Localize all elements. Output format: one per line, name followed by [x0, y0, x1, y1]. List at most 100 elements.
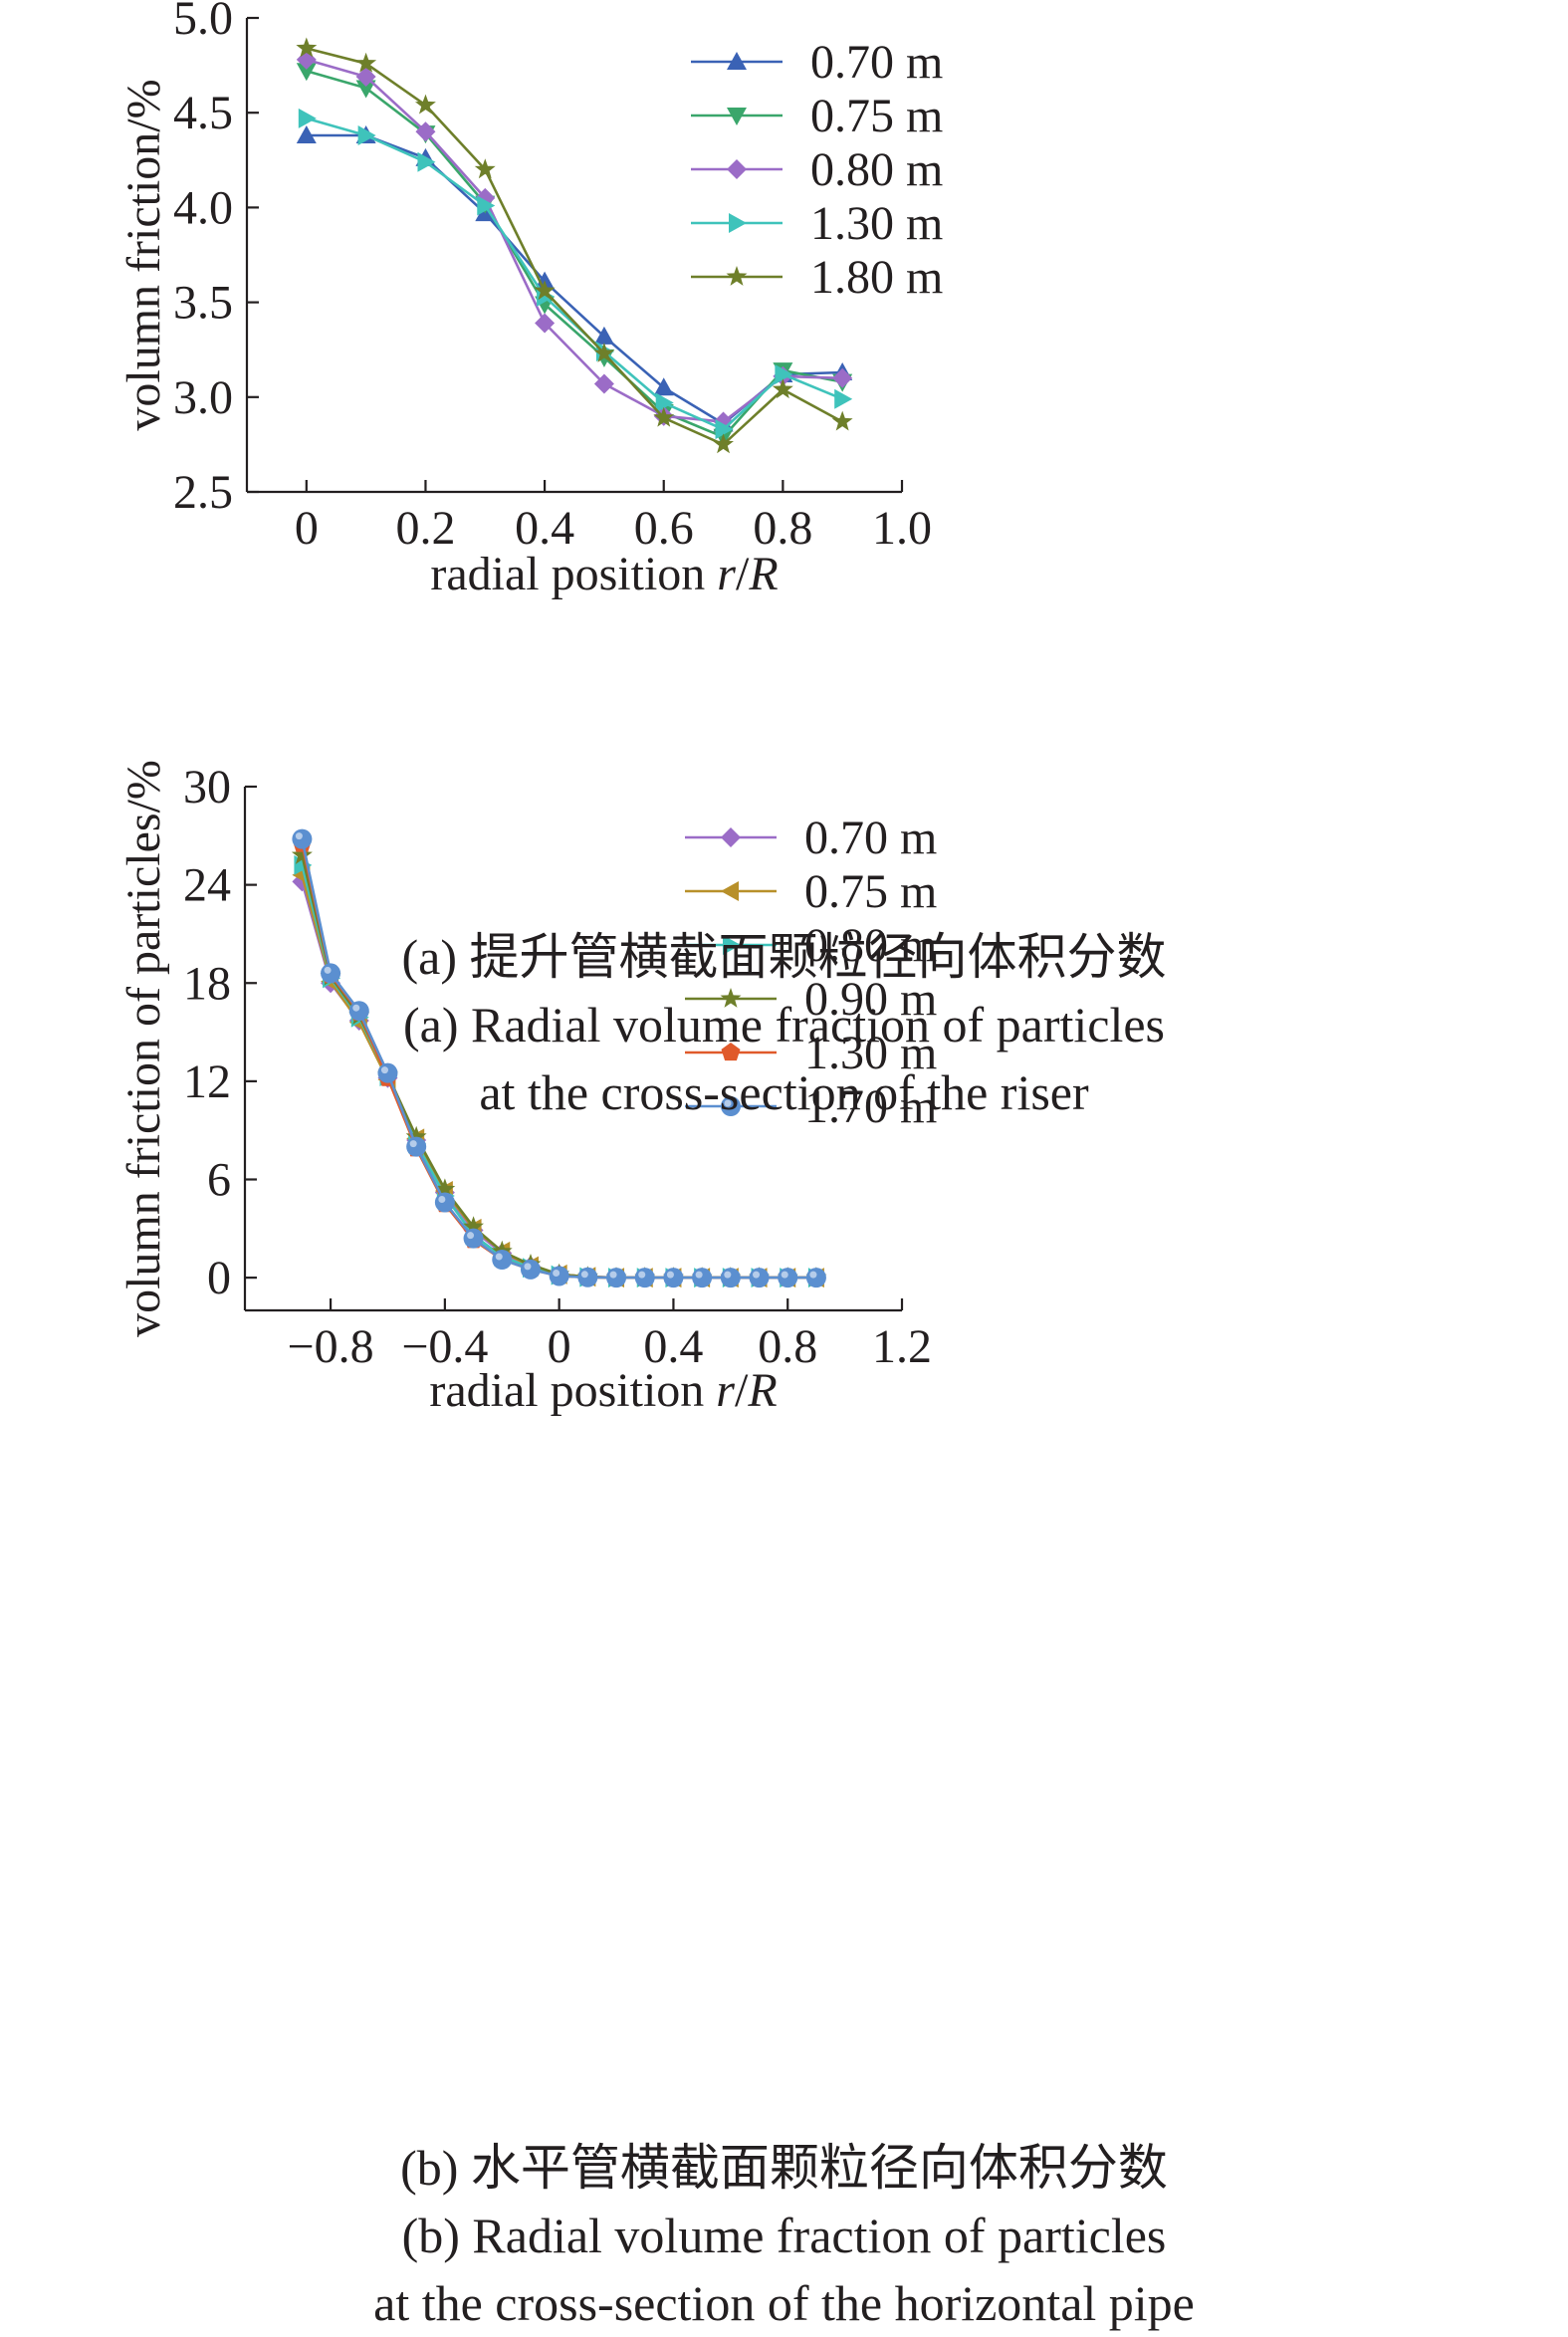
chart-a-y-tick-label: 3.5 — [173, 277, 233, 330]
chart-b-legend-label: 1.70 m — [804, 1080, 937, 1133]
chart-a-y-tick-label: 2.5 — [173, 466, 233, 519]
chart-a-data-point — [593, 326, 614, 345]
chart-b-legend-item: 0.70 m — [685, 812, 937, 864]
chart-a-x-axis-title-sep: / — [736, 548, 750, 600]
chart-a-x-axis-title-text: radial position — [430, 548, 717, 600]
chart-b-series-5 — [292, 828, 826, 1288]
chart-a-data-point — [834, 388, 853, 409]
chart-b-legend-label: 0.75 m — [804, 865, 937, 918]
chart-b-data-point-highlight — [724, 1271, 732, 1279]
chart-a-data-point — [355, 67, 376, 88]
chart-b-x-axis-title-var2: R — [747, 1364, 777, 1417]
chart-a-data-point — [832, 367, 853, 388]
chart-a-legend-label: 0.70 m — [810, 36, 943, 89]
chart-b-data-point-highlight — [352, 1004, 360, 1012]
chart-b-legend-item: 0.80 m — [685, 919, 937, 972]
chart-a-legend-marker — [726, 266, 748, 286]
chart-a-data-point — [355, 80, 376, 99]
chart-b-x-tick-label: −0.8 — [288, 1320, 374, 1373]
chart-b-data-point — [778, 1268, 798, 1288]
chart-b-y-tick-label: 6 — [207, 1154, 231, 1207]
chart-a-data-point — [534, 280, 556, 301]
chart-a-data-point — [415, 94, 436, 115]
caption-a-english-line-1: (a) Radial volume fraction of particles — [403, 997, 1165, 1052]
chart-a-series-line — [306, 117, 843, 431]
chart-b-legend-marker — [721, 881, 739, 901]
chart-b-data-point-highlight — [781, 1271, 788, 1279]
chart-b-legend-label: 0.80 m — [804, 919, 937, 972]
chart-a-y-tick-label: 5.0 — [173, 0, 233, 45]
caption-b-english-line-1: (b) Radial volume fraction of particles — [401, 2208, 1167, 2263]
chart-a-data-point — [296, 63, 317, 82]
chart-b-y-tick-label: 24 — [183, 859, 231, 912]
chart-a-series-line — [306, 47, 843, 446]
chart-a-data-point — [653, 377, 674, 396]
chart-b-data-point-highlight — [666, 1271, 674, 1279]
chart-a-x-tick-label: 0 — [295, 502, 319, 555]
chart-b-x-tick-label: 0.4 — [643, 1320, 703, 1373]
chart-b-data-point-highlight — [580, 1271, 588, 1279]
chart-b-x-axis-title-var: r — [716, 1364, 735, 1417]
chart-b-data-point — [434, 1192, 455, 1213]
chart-b-data-point — [577, 1267, 598, 1287]
chart-b-data-point-highlight — [609, 1271, 617, 1279]
chart-a-legend-marker — [729, 213, 747, 233]
chart-b-y-tick-label: 18 — [183, 957, 231, 1010]
chart-a-series-4 — [296, 37, 853, 454]
chart-b-data-point — [606, 1268, 627, 1288]
chart-a-data-point — [535, 313, 556, 334]
chart-a-x-tick-label: 0.6 — [634, 502, 694, 555]
chart-b-data-point — [720, 1268, 741, 1288]
chart-b-data-point-highlight — [295, 832, 303, 840]
chart-b-horizontal-pipe: 0 6 12 18 24 30 −0.8 −0.4 0 0.4 0.8 1.2 radial posit… — [117, 760, 937, 1417]
chart-a-x-tick-label: 0.4 — [515, 502, 574, 555]
chart-b-legend-item: 0.90 m — [685, 973, 937, 1026]
chart-b-data-point — [634, 1268, 655, 1288]
chart-b-data-point — [463, 1216, 484, 1237]
chart-a-legend-label: 1.80 m — [810, 251, 943, 304]
chart-b-data-point-highlight — [553, 1269, 560, 1277]
chart-b-y-tick-label: 12 — [183, 1055, 231, 1108]
chart-a-data-point — [715, 419, 734, 440]
chart-b-data-point-highlight — [753, 1271, 761, 1279]
chart-a-data-point — [653, 406, 675, 427]
chart-b-data-point — [549, 1266, 569, 1286]
chart-b-x-tick-label: −0.4 — [401, 1320, 488, 1373]
chart-a-x-tick-label: 0.8 — [753, 502, 812, 555]
chart-a-data-point — [713, 433, 734, 454]
chart-a-data-point — [831, 410, 853, 431]
chart-a-series-2 — [296, 49, 853, 432]
chart-a-data-point — [417, 151, 436, 172]
chart-b-y-axis-title: volumn friction of particles/% — [117, 760, 170, 1337]
caption-a-chinese: (a) 提升管横截面颗粒径向体积分数 — [401, 929, 1167, 985]
chart-a-series-3 — [298, 108, 853, 440]
chart-a-legend-item: 0.80 m — [691, 143, 943, 196]
chart-a-data-point — [593, 343, 615, 362]
chart-a-data-point — [593, 373, 614, 394]
chart-b-data-point — [492, 1250, 513, 1271]
chart-b-data-point — [805, 1268, 826, 1288]
chart-a-legend-item: 1.80 m — [691, 251, 943, 304]
chart-a-x-axis-title-var: r — [717, 548, 736, 600]
chart-b-data-point-highlight — [695, 1271, 703, 1279]
chart-a-data-point — [296, 125, 317, 144]
chart-b-data-point-highlight — [380, 1066, 388, 1074]
chart-b-legend-item: 0.75 m — [685, 865, 937, 918]
chart-b-data-point — [292, 828, 313, 849]
chart-b-legend-label: 0.90 m — [804, 973, 937, 1026]
chart-a-data-point — [415, 121, 436, 142]
chart-b-x-tick-label: 1.2 — [872, 1320, 932, 1373]
chart-b-legend-label: 1.30 m — [804, 1027, 937, 1079]
chart-b-y-tick-label: 0 — [207, 1252, 231, 1304]
chart-a-y-tick-label: 4.0 — [173, 181, 233, 234]
chart-b-data-point — [291, 844, 313, 864]
chart-a-x-tick-label: 1.0 — [872, 502, 932, 555]
chart-b-data-point — [692, 1268, 713, 1288]
chart-b-legend-marker-highlight — [724, 1099, 732, 1107]
chart-b-data-point — [405, 1125, 427, 1146]
chart-a-legend-marker — [727, 52, 747, 70]
chart-b-data-point-highlight — [809, 1271, 817, 1279]
chart-a-data-point — [296, 37, 318, 58]
chart-b-data-point — [434, 1178, 456, 1199]
chart-a-data-point — [357, 125, 376, 146]
